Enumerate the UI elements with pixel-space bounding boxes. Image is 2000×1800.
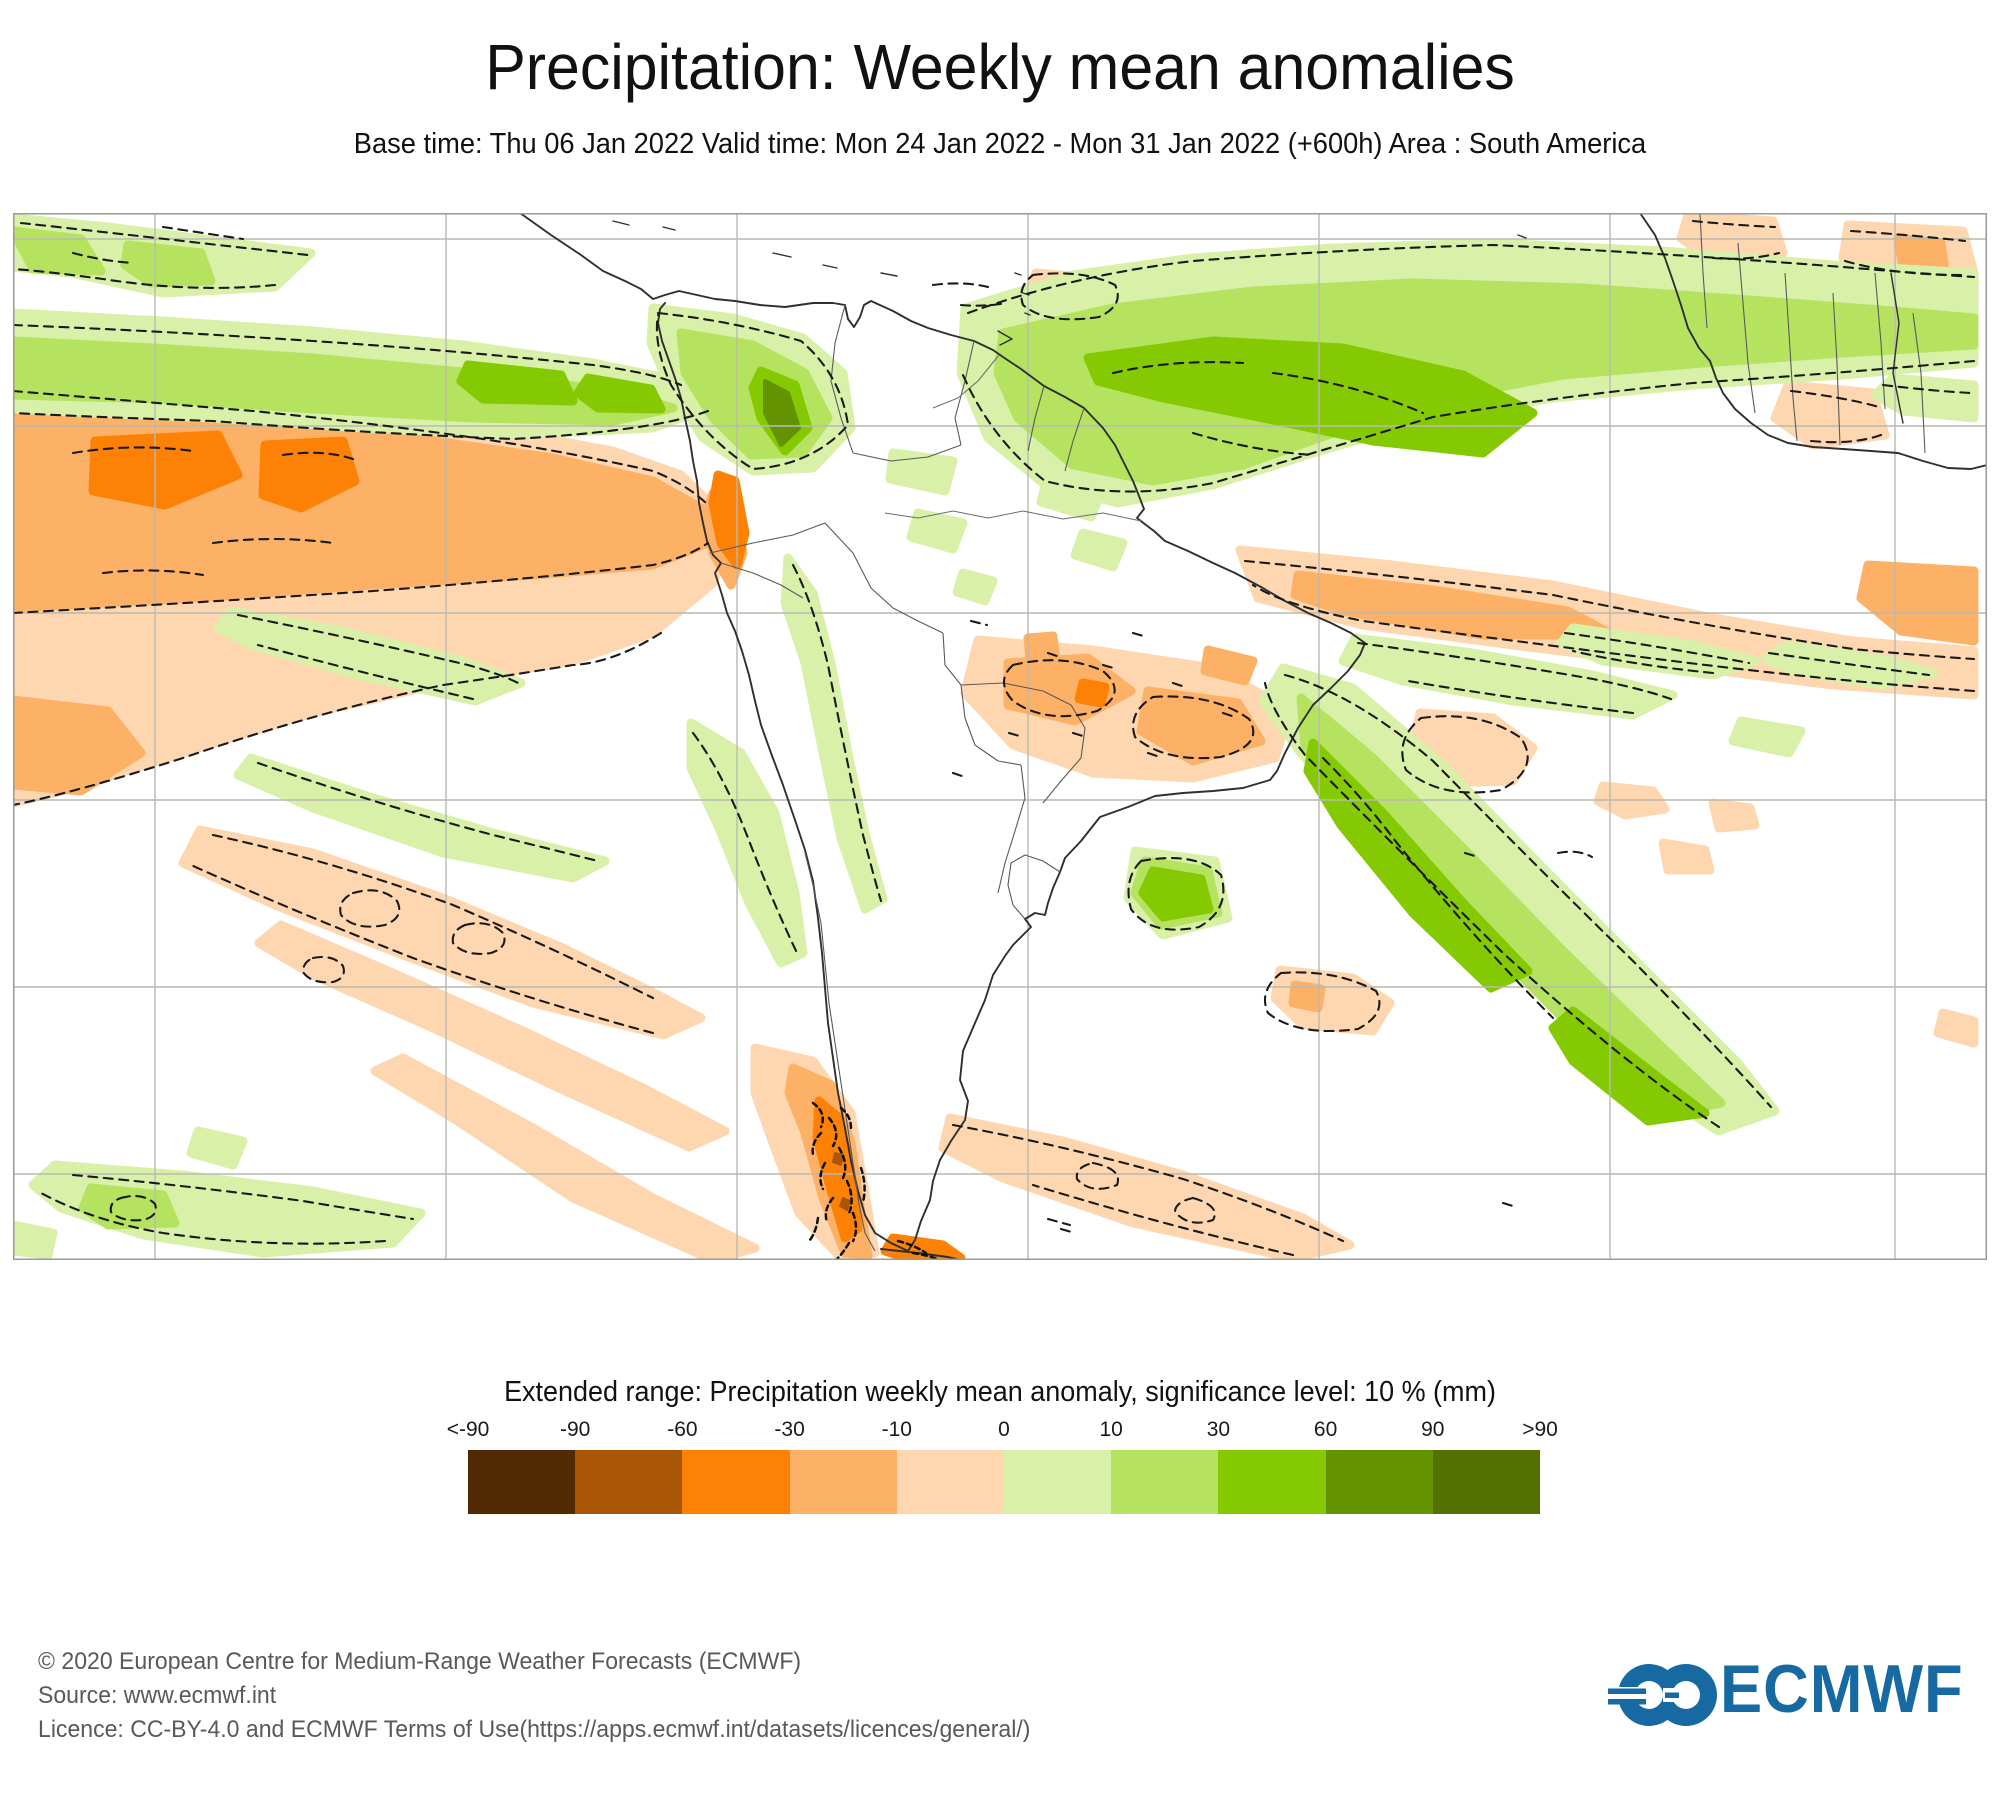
africa-borders [1699, 213, 1926, 454]
ecmwf-logo-text: ECMWF [1720, 1651, 1964, 1727]
page-title: Precipitation: Weekly mean anomalies [485, 31, 1515, 103]
legend-swatch [1111, 1450, 1219, 1514]
legend-swatch [896, 1450, 1005, 1514]
legend-tick: 30 [1206, 1418, 1231, 1441]
volta-river [1890, 272, 1904, 424]
ecmwf-logo-mark [1608, 1664, 1717, 1726]
legend-swatch [1432, 1450, 1541, 1514]
legend-tick: -90 [560, 1418, 591, 1441]
footer-source: Source: www.ecmwf.int [38, 1682, 277, 1709]
footer-copyright: © 2020 European Centre for Medium-Range … [38, 1648, 802, 1675]
patagonia-contour-scribbles [808, 1101, 939, 1260]
graticule-grid [13, 213, 1987, 1260]
legend-swatch [575, 1450, 683, 1514]
legend-swatch [682, 1450, 790, 1514]
legend-swatch [1325, 1450, 1433, 1514]
legend-swatch [789, 1450, 897, 1514]
anomaly-map [13, 213, 1987, 1260]
legend-tick: -30 [774, 1418, 805, 1441]
africa-coastline [1639, 213, 1987, 470]
legend-tick: -10 [881, 1418, 912, 1441]
legend-tick: 0 [998, 1418, 1010, 1441]
map-canvas [13, 213, 1987, 1260]
ecmwf-logo: ECMWF [1608, 1651, 1968, 1742]
legend-tick: 60 [1313, 1418, 1338, 1441]
legend-tick: 90 [1421, 1418, 1445, 1441]
legend-tick: <-90 [446, 1418, 490, 1441]
subtitle: Base time: Thu 06 Jan 2022 Valid time: M… [353, 128, 1647, 160]
legend-colorbar [468, 1450, 1541, 1514]
legend-tick: >90 [1522, 1418, 1558, 1441]
legend-swatch [1004, 1450, 1112, 1514]
significance-contours [13, 219, 1976, 1260]
legend-swatch [468, 1450, 576, 1514]
legend-tick: -60 [667, 1418, 698, 1441]
legend-tick: 10 [1099, 1418, 1123, 1441]
footer-licence: Licence: CC-BY-4.0 and ECMWF Terms of Us… [38, 1716, 1031, 1743]
amazon-river [884, 354, 1142, 522]
map-frame [13, 213, 1987, 1260]
coastlines [519, 213, 1987, 1260]
legend-title: Extended range: Precipitation weekly mea… [504, 1376, 1496, 1408]
legend-swatch [1218, 1450, 1326, 1514]
south-america-coastline [519, 213, 1366, 1252]
country-borders [709, 304, 1086, 1252]
legend-ticks: <-90 -90 -60 -30 -10 0 10 30 60 90 >90 [447, 1418, 1558, 1442]
